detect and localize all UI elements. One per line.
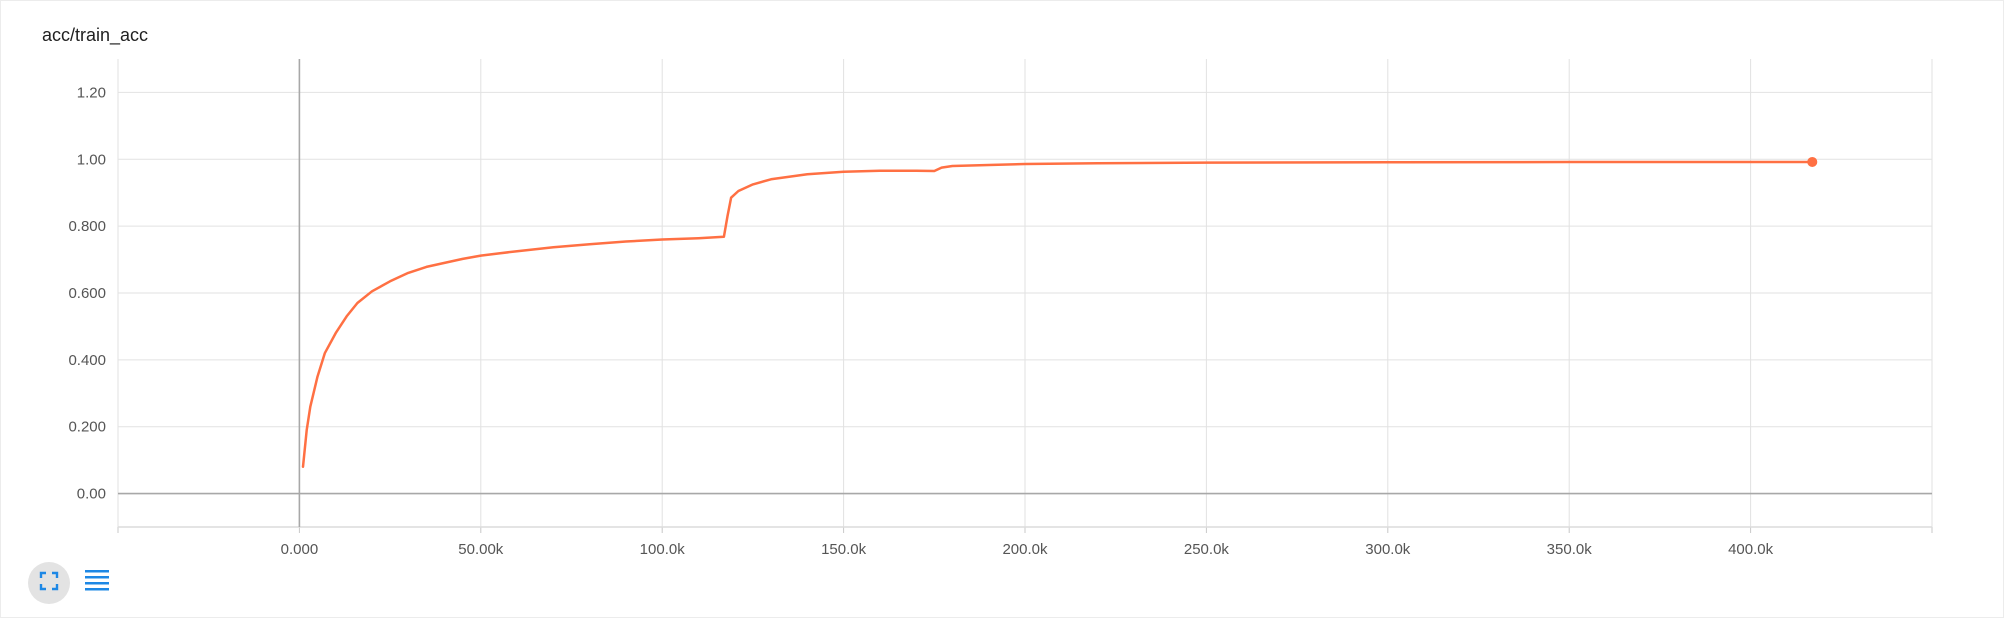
axes	[117, 59, 1933, 533]
chart-title: acc/train_acc	[42, 25, 149, 45]
y-tick-label: 0.800	[68, 218, 106, 235]
x-tick-label: 150.0k	[821, 541, 867, 558]
x-tick-label: 400.0k	[1728, 541, 1774, 558]
fullscreen-icon	[39, 571, 59, 596]
x-tick-label: 50.00k	[458, 541, 504, 558]
y-tick-label: 1.20	[77, 84, 106, 101]
x-tick-label: 250.0k	[1184, 541, 1230, 558]
toggle-data-button[interactable]	[80, 562, 114, 604]
x-tick-label: 200.0k	[1002, 541, 1048, 558]
y-tick-label: 1.00	[77, 151, 106, 168]
fullscreen-button[interactable]	[28, 562, 70, 604]
x-tick-label: 0.000	[281, 541, 319, 558]
y-tick-label: 0.400	[68, 352, 106, 369]
tick-labels: 0.00 0.200 0.400 0.600 0.800 1.00 1.20 0.000 50.…	[68, 84, 1773, 558]
x-tick-label: 350.0k	[1547, 541, 1593, 558]
grid	[117, 59, 1933, 527]
last-point-marker	[1807, 156, 1818, 167]
series	[301, 156, 1818, 469]
y-tick-label: 0.00	[77, 486, 106, 503]
list-icon	[84, 568, 110, 599]
series-line	[301, 160, 1814, 469]
x-tick-label: 100.0k	[640, 541, 686, 558]
y-tick-label: 0.200	[68, 419, 106, 436]
y-tick-label: 0.600	[68, 285, 106, 302]
x-tick-label: 300.0k	[1365, 541, 1411, 558]
